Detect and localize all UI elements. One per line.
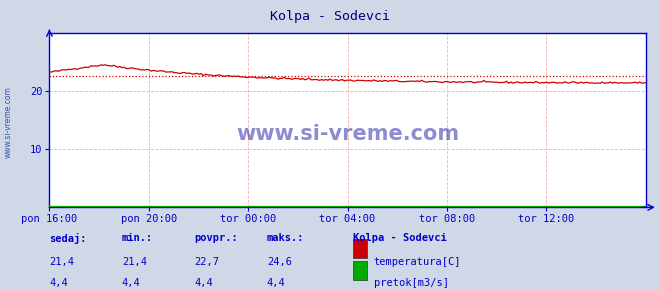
Text: 21,4: 21,4 bbox=[49, 257, 74, 267]
Text: 4,4: 4,4 bbox=[49, 278, 68, 288]
Text: 4,4: 4,4 bbox=[194, 278, 213, 288]
Text: pretok[m3/s]: pretok[m3/s] bbox=[374, 278, 449, 288]
Text: 22,7: 22,7 bbox=[194, 257, 219, 267]
Text: min.:: min.: bbox=[122, 233, 153, 243]
Text: www.si-vreme.com: www.si-vreme.com bbox=[236, 124, 459, 144]
Text: sedaj:: sedaj: bbox=[49, 233, 87, 244]
Text: 4,4: 4,4 bbox=[267, 278, 285, 288]
Text: 24,6: 24,6 bbox=[267, 257, 292, 267]
Text: povpr.:: povpr.: bbox=[194, 233, 238, 243]
Text: Kolpa - Sodevci: Kolpa - Sodevci bbox=[353, 233, 446, 244]
Text: 4,4: 4,4 bbox=[122, 278, 140, 288]
Text: maks.:: maks.: bbox=[267, 233, 304, 243]
Text: 21,4: 21,4 bbox=[122, 257, 147, 267]
Text: temperatura[C]: temperatura[C] bbox=[374, 257, 461, 267]
Text: www.si-vreme.com: www.si-vreme.com bbox=[3, 86, 13, 158]
Text: Kolpa - Sodevci: Kolpa - Sodevci bbox=[270, 10, 389, 23]
